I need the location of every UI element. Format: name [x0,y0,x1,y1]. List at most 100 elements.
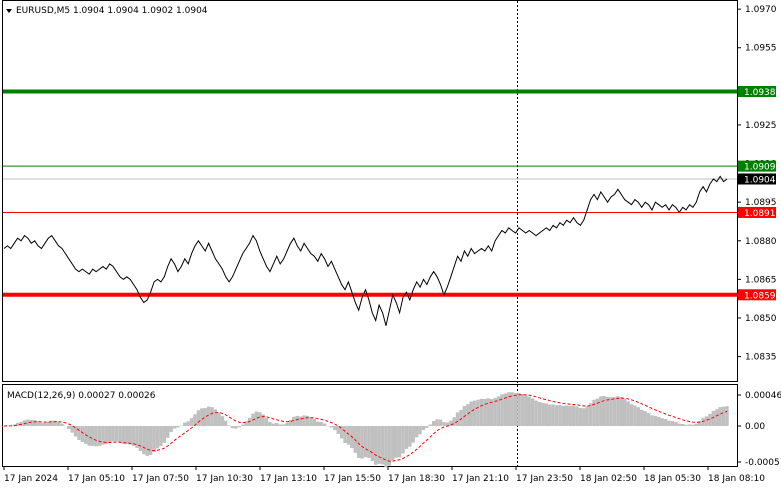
macd-bar [275,423,279,426]
macd-bar [694,423,699,426]
level-badge-label: 1.0909 [744,163,776,173]
macd-bar [510,392,514,426]
macd-bar [5,425,10,426]
macd-bar [421,426,426,431]
macd-tick: 0.00046 [745,391,781,401]
macd-bar [309,417,313,426]
level-badge-label: 1.0859 [744,291,776,301]
macd-bar [183,422,187,426]
macd-bar [507,392,511,426]
macd-bar [643,411,647,426]
macd-bar [684,424,688,426]
macd-bar [316,421,320,426]
macd-bar [657,416,661,426]
macd-bar [704,416,709,426]
macd-bar [582,408,586,426]
macd-bar [517,393,521,426]
macd-bar [452,417,456,426]
macd-bar [483,398,487,426]
macd-bar [46,421,51,426]
symbol-info: EURUSD,M5 1.0904 1.0904 1.0902 1.0904 [16,6,208,16]
macd-bar [2,426,6,427]
macd-bar [384,426,388,468]
macd-bar [203,408,207,426]
level-badge-label: 1.0904 [744,175,776,185]
level-badge [738,289,776,301]
macd-bar [125,426,129,445]
macd-bar [135,426,139,448]
macd-bar [87,426,91,446]
macd-bar [633,405,637,426]
macd-bar [319,422,323,426]
macd-bar [650,415,654,426]
macd-bar [595,398,600,426]
macd-bar [165,426,170,438]
macd-bar [397,426,402,458]
macd-bar [541,402,545,426]
macd-bar [94,426,98,447]
price-panel[interactable] [2,0,738,382]
macd-bar [186,421,190,426]
macd-bar [360,426,364,459]
macd-bar [374,426,378,465]
macd-bar [363,426,368,458]
macd-bar [500,394,504,426]
time-axis[interactable]: 17 Jan 2024 17 Jan 05:10 17 Jan 07:50 17 Ja… [3,466,765,484]
macd-bar [547,404,552,426]
macd-bar [687,424,692,426]
macd-tick: -0.0005 [745,458,780,468]
macd-bar [336,426,340,434]
macd-bar [230,426,235,429]
macd-bar [67,426,71,430]
macd-bar [691,424,695,426]
macd-bar [159,426,163,447]
macd-bar [152,426,156,452]
macd-bar [302,415,306,426]
macd-bar [60,423,64,426]
macd-bar [520,393,525,426]
macd-bar [131,426,136,446]
macd-bar [667,420,671,426]
macd-bar [425,426,429,428]
macd-bar [663,418,668,426]
macd-bar [701,417,705,426]
symbol-dropdown-icon[interactable] [6,9,12,13]
macd-bar [90,426,95,446]
macd-bar [401,426,405,454]
macd-bar [101,426,105,445]
macd-bar [524,395,528,426]
macd-bar [711,410,716,426]
macd-bar [114,426,119,442]
macd-bar [622,398,627,426]
macd-bar [50,420,54,426]
macd-bar [56,422,61,426]
macd-bar [479,398,484,426]
macd-bar [377,426,381,464]
level-badge-label: 1.0938 [744,88,776,98]
macd-histogram [2,392,729,468]
macd-bar [145,426,149,456]
macd-bar [346,426,351,445]
macd-bar [619,396,623,426]
price-tick-label: 1.0970 [745,5,777,15]
time-tick-label: 17 Jan 15:50 [324,474,381,484]
macd-bar [193,414,197,426]
macd-axis[interactable]: 0.00046 0.00 -0.0005 [737,391,781,468]
macd-bar [258,412,262,426]
macd-bar [493,397,497,426]
macd-bar [609,397,613,426]
macd-bar [237,426,242,428]
macd-bar [322,423,327,426]
macd-bar [721,406,726,426]
macd-bar [118,426,122,443]
macd-bar [281,424,286,426]
macd-bar [438,419,443,426]
macd-bar [312,419,317,426]
macd-tick: 0.00 [745,422,765,432]
macd-bar [442,422,446,426]
time-tick-label: 17 Jan 21:10 [452,474,509,484]
time-tick-label: 18 Jan 08:10 [708,474,765,484]
macd-bar [626,401,630,426]
macd-bar [616,396,620,426]
